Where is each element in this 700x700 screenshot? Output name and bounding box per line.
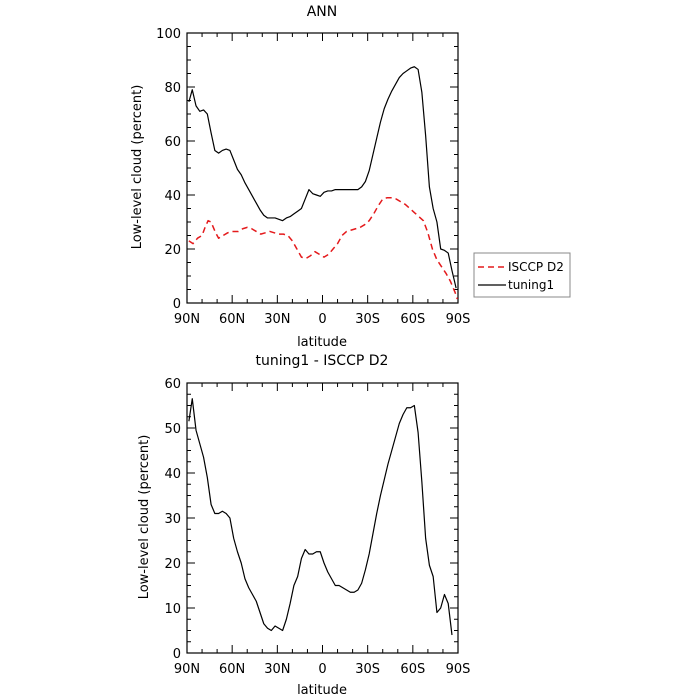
bottom-chart-series-line-0 (188, 398, 453, 636)
top-chart-series (188, 66, 458, 300)
bottom-chart-x-tick-label: 30S (355, 662, 380, 677)
top-chart-y-tick-label: 20 (164, 243, 181, 258)
top-chart-series-line-tuning1 (188, 66, 457, 289)
top-chart-x-tick-label: 30S (355, 312, 380, 327)
top-chart-x-tick-label: 0 (318, 312, 326, 327)
bottom-chart-y-axis-label: Low-level cloud (percent) (137, 435, 152, 600)
top-chart-series-line-isccp-d2 (188, 196, 458, 300)
bottom-chart-title: tuning1 - ISCCP D2 (256, 353, 389, 369)
top-chart-x-tick-label: 30N (264, 312, 290, 327)
bottom-chart-x-tick-label: 90S (446, 662, 471, 677)
top-chart-x-tick-label: 60S (400, 312, 425, 327)
bottom-chart-x-axis-label: latitude (297, 683, 347, 698)
bottom-chart-x-tick-label: 0 (318, 662, 326, 677)
bottom-chart-y-tick-label: 40 (164, 467, 181, 482)
top-chart-title: ANN (307, 4, 338, 20)
bottom-chart-y-tick-label: 10 (164, 602, 181, 617)
top-chart-x-tick-label: 60N (219, 312, 245, 327)
top-chart-x-axis-label: latitude (297, 335, 347, 350)
bottom-chart-x-tick-label: 60N (219, 662, 245, 677)
bottom-chart-y-tick-label: 30 (164, 512, 181, 527)
top-chart-y-tick-label: 60 (164, 135, 181, 150)
bottom-chart-y-tick-label: 50 (164, 422, 181, 437)
top-chart-y-tick-label: 40 (164, 189, 181, 204)
bottom-chart-x-tick-label: 90N (174, 662, 200, 677)
top-chart-y-tick-label: 80 (164, 81, 181, 96)
top-chart-y-tick-label: 100 (156, 27, 181, 42)
bottom-chart-x-tick-label: 30N (264, 662, 290, 677)
bottom-chart-axes: 0 10 20 30 40 50 60 90N 60N 30N 0 30S 60S 90S (164, 377, 470, 677)
top-chart-y-axis-label: Low-level cloud (percent) (130, 85, 145, 250)
bottom-chart-y-tick-label: 0 (173, 647, 181, 662)
top-chart-legend: ISCCP D2 tuning1 (473, 252, 571, 298)
top-chart-panel: ANN 0 20 40 60 80 100 90N 60N 30N 0 30S 60S 90S lati… (130, 4, 571, 350)
top-chart-x-tick-label: 90S (446, 312, 471, 327)
bottom-chart-series (188, 398, 453, 636)
bottom-chart-y-tick-label: 60 (164, 377, 181, 392)
legend-label-isccp-d2: ISCCP D2 (508, 260, 564, 274)
bottom-chart-x-tick-label: 60S (400, 662, 425, 677)
top-chart-axes: 0 20 40 60 80 100 90N 60N 30N 0 30S 60S 90S (156, 27, 470, 327)
bottom-chart-y-tick-label: 20 (164, 557, 181, 572)
top-chart-x-tick-label: 90N (174, 312, 200, 327)
legend-box (473, 252, 571, 298)
top-chart-y-tick-label: 0 (173, 297, 181, 312)
bottom-chart-panel: tuning1 - ISCCP D2 0 10 20 30 40 50 60 90N 60N 30… (137, 353, 470, 698)
legend-label-tuning1: tuning1 (508, 278, 554, 292)
